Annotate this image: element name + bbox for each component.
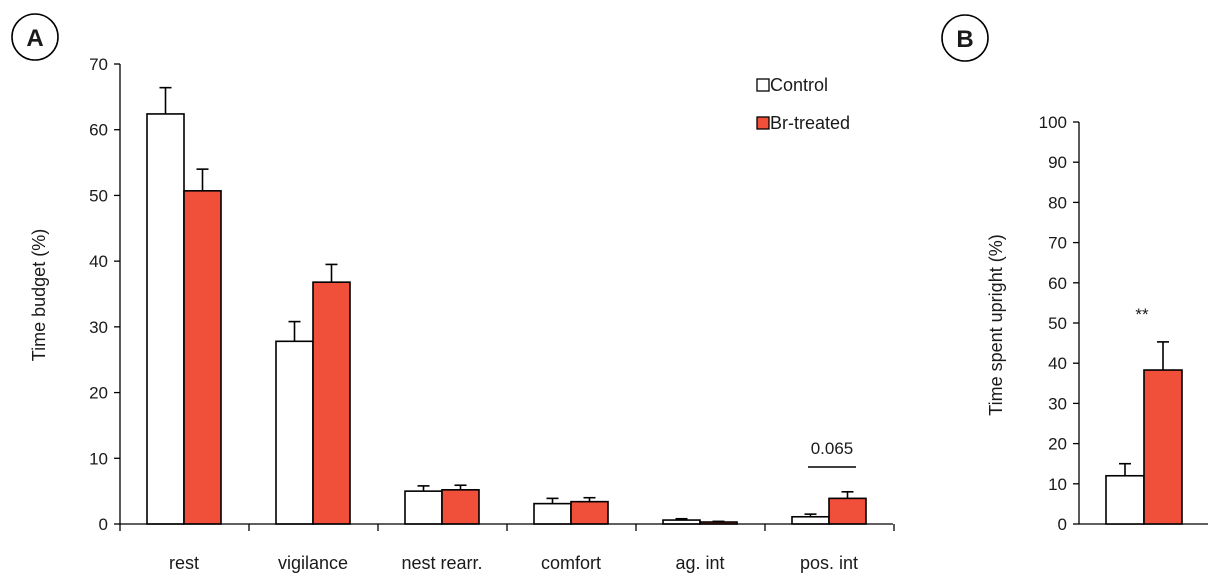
panel-b-y-axis-title: Time spent upright (%) [986, 234, 1006, 415]
panel-b-badge [941, 14, 989, 62]
panel-b-y-tick-label: 100 [1039, 113, 1067, 132]
panel-b-y-tick-label: 50 [1048, 314, 1067, 333]
legend-swatch-treated [756, 116, 770, 130]
panel-b-letter: B [956, 26, 973, 53]
panel-a-bar-control [533, 502, 572, 525]
legend-label-treated: Br-treated [770, 113, 850, 133]
panel-a-bar-treated [570, 500, 609, 525]
panel-b-y-tick-label: 0 [1058, 515, 1067, 534]
panel-a-bars [146, 86, 867, 525]
panel-b-y-tick-label: 60 [1048, 274, 1067, 293]
panel-a-letter: A [26, 25, 43, 52]
p-value-label: 0.065 [811, 439, 854, 458]
panel-a-annotation: 0.065 [808, 439, 856, 468]
panel-b-bars [1105, 341, 1183, 525]
panel-a-x-axis: rest vigilance nest rearr. comfort ag. int po… [119, 523, 895, 573]
panel-a-y-tick-label: 30 [89, 318, 108, 337]
panel-a-x-tick-label: nest rearr. [401, 553, 482, 573]
panel-a-y-tick-label: 60 [89, 121, 108, 140]
panel-b-bar-treated [1143, 369, 1183, 525]
panel-a-y-tick-label: 70 [89, 55, 108, 74]
panel-a-x-tick-label: vigilance [278, 553, 348, 573]
panel-a-bar-treated [312, 281, 351, 525]
panel-a-x-tick-label: comfort [541, 553, 601, 573]
significance-stars: ** [1135, 305, 1149, 324]
panel-a-bar-control [404, 490, 443, 525]
panel-a-y-tick-label: 20 [89, 384, 108, 403]
panel-a-bar-treated [441, 489, 480, 525]
legend-swatch-control [756, 78, 770, 92]
panel-b-y-tick-label: 20 [1048, 435, 1067, 454]
panel-a-x-tick-label: pos. int [800, 553, 858, 573]
legend: Control Br-treated [756, 75, 850, 133]
panel-b-y-tick-label: 10 [1048, 475, 1067, 494]
panel-b-y-tick-label: 80 [1048, 193, 1067, 212]
panel-a-y-tick-label: 0 [99, 515, 108, 534]
panel-b-y-tick-label: 70 [1048, 234, 1067, 253]
panel-a-y-tick-label: 40 [89, 252, 108, 271]
panel-a-x-tick-label: rest [169, 553, 199, 573]
panel-a-bar-treated [828, 497, 867, 525]
legend-label-control: Control [770, 75, 828, 95]
panel-b-y-ticks: 0 10 20 30 40 50 60 70 80 90 100 [1039, 113, 1208, 534]
panel-b: B Time spent upright (%) 0 10 20 30 40 50 60 70… [941, 14, 1208, 534]
panel-b-bar-control [1105, 474, 1145, 525]
panel-a-y-tick-label: 50 [89, 186, 108, 205]
panel-a: A Time budget (%) 0 10 20 30 40 50 60 70 rest vi… [11, 13, 895, 573]
panel-a-x-tick-label: ag. int [675, 553, 724, 573]
panel-a-bar-control [146, 113, 185, 525]
panel-b-y-tick-label: 40 [1048, 354, 1067, 373]
panel-b-y-tick-label: 30 [1048, 394, 1067, 413]
panel-b-y-tick-label: 90 [1048, 153, 1067, 172]
panel-a-bar-control [791, 515, 830, 525]
panel-a-badge [11, 13, 59, 61]
panel-a-y-ticks: 0 10 20 30 40 50 60 70 [89, 55, 121, 534]
panel-a-bar-treated [183, 190, 222, 525]
panel-a-y-tick-label: 10 [89, 449, 108, 468]
panel-a-bar-control [275, 340, 314, 525]
panel-a-y-axis-title: Time budget (%) [29, 229, 49, 361]
